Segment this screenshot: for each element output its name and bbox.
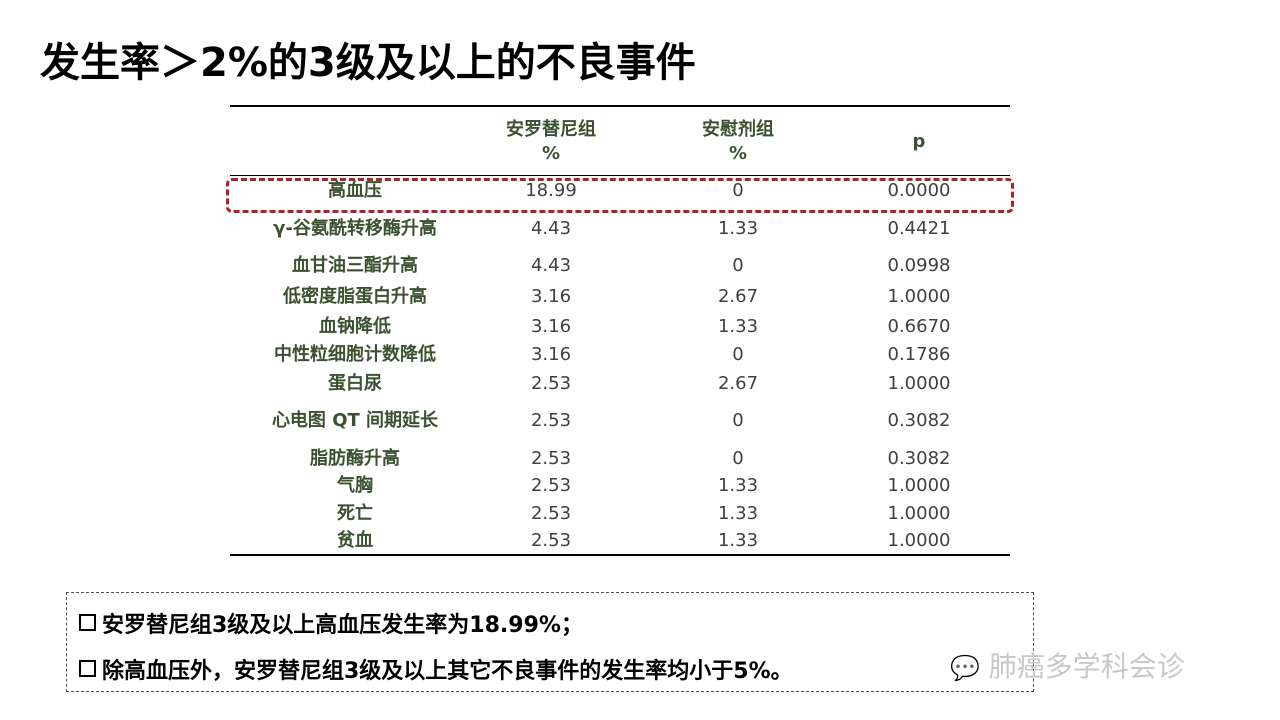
row-value-p: 0.1786 [887,344,951,365]
row-value-p: 1.0000 [887,373,951,394]
row-value-a: 3.16 [530,344,572,365]
row-value-a: 2.53 [530,530,572,551]
page-title: 发生率＞2%的3级及以上的不良事件 [40,40,696,86]
row-label: 贫血 [337,530,373,551]
row-value-b: 1.33 [717,218,759,239]
row-value-a: 2.53 [530,503,572,524]
checkbox-square-icon [79,614,96,631]
row-value-p: 1.0000 [887,530,951,551]
row-value-b: 0 [732,410,744,431]
row-value-p: 0.0000 [887,180,951,201]
row-label: 蛋白尿 [328,373,382,394]
row-value-p: 0.0998 [887,255,951,276]
row-value-p: 0.3082 [887,410,951,431]
row-value-p: 0.6670 [887,316,951,337]
row-value-p: 1.0000 [887,286,951,307]
row-value-b: 0 [732,255,744,276]
table-row: 蛋白尿 2.53 2.67 1.0000 [230,370,1010,398]
table-row: 心电图 QT 间期延长 2.53 0 0.3082 [230,407,1010,435]
row-value-a: 2.53 [530,373,572,394]
highlight-box [226,178,1014,213]
row-value-b: 2.67 [717,373,759,394]
row-label: 中性粒细胞计数降低 [274,344,436,365]
table-row: 死亡 2.53 1.33 1.0000 [230,500,1010,528]
row-value-a: 2.53 [530,410,572,431]
row-value-a: 4.43 [530,255,572,276]
row-value-a: 3.16 [530,286,572,307]
watermark: 💬 肺癌多学科会诊 [950,650,1185,683]
table-bottom-rule [230,554,1010,556]
row-label: 低密度脂蛋白升高 [283,286,427,307]
row-label: γ-谷氨酰转移酶升高 [273,218,437,239]
header-p: p [912,131,926,152]
row-value-p: 0.3082 [887,448,951,469]
row-value-b: 0 [732,180,744,201]
table-row: 低密度脂蛋白升高 3.16 2.67 1.0000 [230,283,1010,311]
row-value-b: 0 [732,448,744,469]
table-row: 贫血 2.53 1.33 1.0000 [230,527,1010,555]
checkbox-square-icon [79,660,96,677]
row-value-b: 1.33 [717,503,759,524]
table-top-rule [230,105,1010,107]
row-value-p: 1.0000 [887,475,951,496]
table-row: γ-谷氨酰转移酶升高 4.43 1.33 0.4421 [230,215,1010,243]
table-row: 高血压 18.99 0 0.0000 [230,177,1010,205]
note-item: 除高血压外，安罗替尼组3级及以上其它不良事件的发生率均小于5%。 [79,653,793,685]
row-value-b: 2.67 [717,286,759,307]
row-value-p: 1.0000 [887,503,951,524]
row-label: 血甘油三酯升高 [292,255,418,276]
table-row: 血甘油三酯升高 4.43 0 0.0998 [230,252,1010,280]
row-label: 血钠降低 [319,316,391,337]
header-placebo: 安慰剂组% [702,119,774,164]
row-label: 心电图 QT 间期延长 [271,410,439,431]
row-label: 死亡 [337,503,373,524]
row-value-b: 1.33 [717,316,759,337]
notes-box: 安罗替尼组3级及以上高血压发生率为18.99%； 除高血压外，安罗替尼组3级及以… [66,592,1034,692]
row-value-a: 4.43 [530,218,572,239]
row-label: 脂肪酶升高 [310,448,400,469]
table-row: 中性粒细胞计数降低 3.16 0 0.1786 [230,341,1010,369]
table-row: 脂肪酶升高 2.53 0 0.3082 [230,445,1010,473]
row-value-a: 2.53 [530,448,572,469]
header-anlotinib: 安罗替尼组% [506,119,596,164]
note-item: 安罗替尼组3级及以上高血压发生率为18.99%； [79,607,583,639]
row-value-a: 2.53 [530,475,572,496]
row-value-b: 1.33 [717,475,759,496]
row-value-b: 0 [732,344,744,365]
row-value-p: 0.4421 [887,218,951,239]
row-label: 高血压 [328,180,382,201]
row-value-a: 3.16 [530,316,572,337]
row-value-a: 18.99 [525,180,577,201]
row-value-b: 1.33 [717,530,759,551]
table-row: 气胸 2.53 1.33 1.0000 [230,472,1010,500]
wechat-icon: 💬 [950,654,980,682]
row-label: 气胸 [337,475,373,496]
table-row: 血钠降低 3.16 1.33 0.6670 [230,313,1010,341]
table-header-rule [230,175,1010,176]
